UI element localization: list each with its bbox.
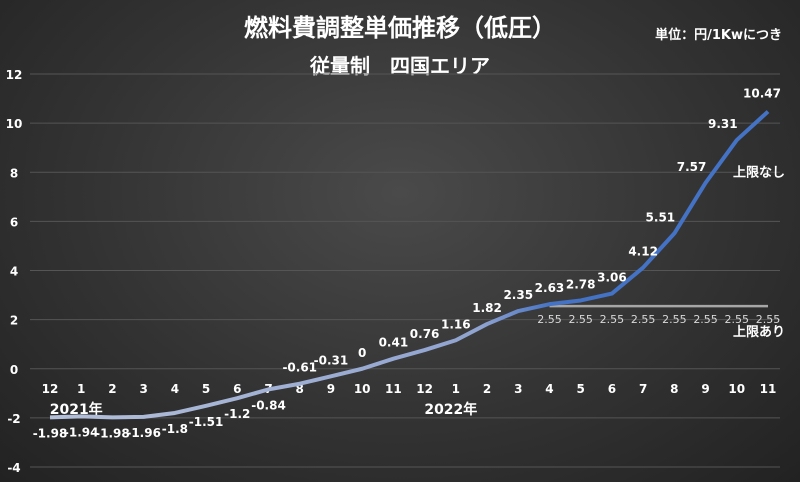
x-tick-label: 3 [139,382,147,396]
data-label-uncapped: 1.82 [472,301,502,315]
data-label-uncapped: 4.12 [628,245,658,259]
series-line-uncapped [49,110,770,420]
x-tick-label: 5 [202,382,210,396]
data-label-capped: 2.55 [693,313,718,326]
x-tick-label: 5 [577,382,585,396]
data-label-uncapped: -1.98 [95,426,130,440]
y-tick-label: 4 [10,265,18,279]
x-tick-label: 12 [416,382,433,396]
x-tick-label: 6 [233,382,241,396]
data-label-capped: 2.55 [662,313,687,326]
x-tick-label: 9 [701,382,709,396]
series-label-capped: 上限あり [733,325,785,340]
data-label-capped: 2.55 [537,313,562,326]
data-label-uncapped: 2.78 [566,277,596,291]
x-tick-label: 4 [545,382,553,396]
data-label-uncapped: 0 [358,346,366,360]
data-label-uncapped: -0.61 [282,361,317,375]
chart-title: 燃料費調整単価推移（低圧） [244,14,556,42]
x-tick-label: 6 [608,382,616,396]
x-tick-label: 10 [728,382,745,396]
y-tick-label: 6 [10,215,18,229]
x-tick-label: 11 [760,382,777,396]
data-label-uncapped: 2.63 [535,281,565,295]
y-tick-label: -4 [7,461,20,475]
data-label-uncapped: -1.94 [64,425,99,439]
x-tick-label: 8 [670,382,678,396]
x-tick-label: 4 [171,382,179,396]
data-label-uncapped: 0.76 [410,327,440,341]
y-tick-label: 8 [10,166,18,180]
x-tick-label: 1 [77,382,85,396]
x-tick-label: 3 [514,382,522,396]
data-label-capped: 2.55 [568,313,593,326]
x-tick-label: 11 [385,382,402,396]
x-tick-label: 12 [42,382,59,396]
data-label-uncapped: -1.8 [162,422,188,436]
y-tick-label: 10 [6,117,23,131]
y-tick-label: -2 [7,412,20,426]
y-tick-label: 2 [10,314,18,328]
x-tick-label: 8 [296,382,304,396]
series-label-uncapped: 上限なし [733,165,785,180]
data-label-uncapped: 2.35 [503,288,533,302]
x-tick-label: 1 [452,382,460,396]
data-label-uncapped: 9.31 [708,117,738,131]
y-tick-label: 0 [10,363,18,377]
data-label-uncapped: 0.41 [379,336,409,350]
data-label-uncapped: -1.2 [224,407,250,421]
data-label-uncapped: -1.96 [126,426,161,440]
data-label-uncapped: 10.47 [743,87,781,101]
x-tick-label: 2 [483,382,491,396]
x-tick-label: 7 [639,382,647,396]
data-label-uncapped: 7.57 [677,160,707,174]
unit-note: 単位：円/1Kwにつき [655,28,782,43]
data-label-uncapped: 1.16 [441,317,471,331]
x-tick-label: 10 [354,382,371,396]
data-label-uncapped: 3.06 [597,271,627,285]
data-label-uncapped: -0.84 [251,398,286,412]
data-label-uncapped: 5.51 [646,210,676,224]
data-label-capped: 2.55 [631,313,656,326]
year-label: 2022年 [424,401,477,418]
y-tick-label: 12 [6,68,23,82]
x-tick-label: 2 [108,382,116,396]
data-label-capped: 2.55 [725,313,750,326]
data-label-capped: 2.55 [756,313,781,326]
data-label-uncapped: -0.31 [314,353,349,367]
x-tick-label: 9 [327,382,335,396]
year-label: 2021年 [50,401,103,418]
data-label-uncapped: -1.51 [189,415,224,429]
data-label-uncapped: -1.98 [33,426,68,440]
data-label-capped: 2.55 [600,313,625,326]
